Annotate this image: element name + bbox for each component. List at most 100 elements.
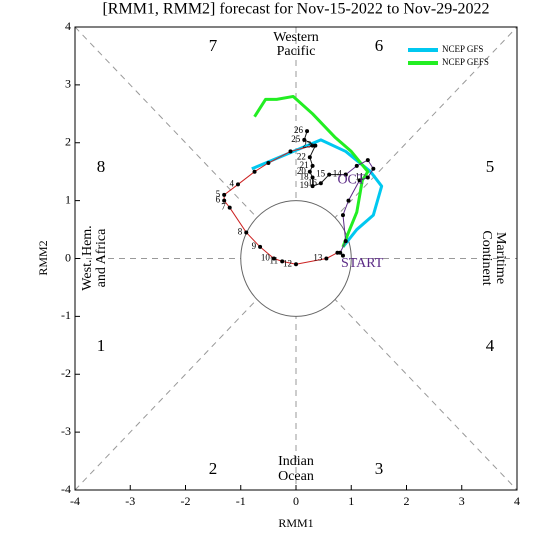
track-point bbox=[288, 149, 293, 154]
point-label: 6 bbox=[216, 195, 221, 205]
point-label: 26 bbox=[294, 125, 304, 135]
track-point bbox=[357, 178, 362, 183]
y-tick-label: -3 bbox=[61, 424, 71, 438]
point-label: 7 bbox=[221, 202, 226, 212]
y-tick-label: 2 bbox=[65, 135, 71, 149]
track-point bbox=[365, 158, 370, 163]
track-point bbox=[354, 163, 359, 168]
region-label: West. Hem. bbox=[80, 225, 95, 290]
y-tick-label: 3 bbox=[65, 77, 71, 91]
point-label: START bbox=[341, 256, 384, 271]
track-point bbox=[324, 256, 329, 261]
point-label: 4 bbox=[229, 178, 234, 188]
legend-label: NCEP GEFS bbox=[442, 57, 489, 67]
x-tick-label: 2 bbox=[404, 494, 410, 508]
track-point bbox=[258, 244, 263, 249]
phase-label: 5 bbox=[486, 157, 495, 176]
phase-label: 4 bbox=[486, 336, 495, 355]
point-label: 25 bbox=[291, 134, 301, 144]
point-label: 23 bbox=[302, 140, 312, 150]
track-point bbox=[310, 175, 315, 180]
point-label: 12 bbox=[283, 258, 292, 268]
track-point bbox=[307, 155, 312, 160]
annotation: OCT bbox=[337, 173, 365, 188]
x-tick-label: -1 bbox=[236, 494, 246, 508]
track-point bbox=[346, 198, 351, 203]
phase-label: 7 bbox=[209, 36, 218, 55]
track-point bbox=[310, 184, 315, 189]
x-tick-label: -4 bbox=[70, 494, 80, 508]
x-axis-label: RMM1 bbox=[278, 516, 313, 530]
region-label: Western bbox=[273, 30, 319, 45]
track-point bbox=[222, 198, 227, 203]
track-point bbox=[343, 172, 348, 177]
legend-label: NCEP GFS bbox=[442, 44, 483, 54]
track-point bbox=[280, 259, 285, 264]
x-tick-label: 1 bbox=[348, 494, 354, 508]
y-tick-label: 1 bbox=[65, 192, 71, 206]
y-axis-label: RMM2 bbox=[36, 240, 50, 275]
point-label: 5 bbox=[216, 189, 221, 199]
phase-label: 6 bbox=[375, 36, 384, 55]
track-point bbox=[318, 181, 323, 186]
forecast-line bbox=[251, 138, 384, 248]
track-point bbox=[235, 182, 240, 187]
track-point bbox=[305, 129, 310, 134]
track-point bbox=[252, 169, 257, 174]
x-tick-label: -2 bbox=[181, 494, 191, 508]
region-label: Continent bbox=[479, 230, 494, 285]
track-point bbox=[244, 230, 249, 235]
phase-label: 8 bbox=[97, 157, 106, 176]
point-label: 19 bbox=[300, 180, 310, 190]
point-label: 14 bbox=[333, 169, 343, 179]
forecast-line bbox=[253, 94, 370, 248]
x-tick-label: 4 bbox=[514, 494, 520, 508]
track-point bbox=[340, 253, 345, 258]
track-point bbox=[327, 172, 332, 177]
point-label: 16 bbox=[308, 177, 318, 187]
y-tick-label: -4 bbox=[61, 482, 71, 496]
x-tick-label: 3 bbox=[459, 494, 465, 508]
track-point bbox=[266, 161, 271, 166]
x-tick-label: 0 bbox=[293, 494, 299, 508]
track-point bbox=[294, 262, 298, 267]
y-tick-label: 0 bbox=[65, 250, 71, 264]
track-point bbox=[343, 239, 348, 244]
point-label: 21 bbox=[300, 160, 309, 170]
point-label: 13 bbox=[313, 253, 323, 263]
track-point bbox=[227, 205, 232, 210]
track-point bbox=[338, 250, 343, 255]
point-label: 8 bbox=[238, 227, 243, 237]
track-point bbox=[271, 256, 276, 261]
y-tick-label: 4 bbox=[65, 19, 71, 33]
point-label: 11 bbox=[270, 255, 279, 265]
point-label: 9 bbox=[252, 241, 257, 251]
phase-label: 2 bbox=[209, 459, 218, 478]
region-label: and Africa bbox=[94, 228, 109, 287]
track-point bbox=[371, 166, 376, 171]
point-label: 10 bbox=[261, 253, 271, 263]
track-point bbox=[335, 250, 340, 255]
y-tick-label: -1 bbox=[61, 308, 71, 322]
track-point bbox=[222, 192, 227, 197]
phase-label: 1 bbox=[97, 336, 106, 355]
point-label: 20 bbox=[297, 166, 307, 176]
chart-title: [RMM1, RMM2] forecast for Nov-15-2022 to… bbox=[102, 1, 489, 18]
track-point bbox=[302, 137, 307, 142]
point-label: 22 bbox=[297, 151, 306, 161]
phase-label: 3 bbox=[375, 459, 384, 478]
point-label: 18 bbox=[300, 172, 310, 182]
unit-circle bbox=[240, 200, 352, 317]
region-label: Indian bbox=[278, 454, 314, 469]
x-tick-label: -3 bbox=[125, 494, 135, 508]
y-tick-label: -2 bbox=[61, 366, 71, 380]
track-point bbox=[307, 169, 312, 174]
region-label: Maritime bbox=[493, 232, 508, 284]
track-point bbox=[365, 175, 370, 180]
track-point bbox=[340, 213, 345, 218]
point-label: 15 bbox=[316, 169, 326, 179]
track-point bbox=[310, 163, 315, 168]
region-label: Ocean bbox=[278, 469, 314, 484]
point-label: 11 bbox=[355, 172, 364, 182]
